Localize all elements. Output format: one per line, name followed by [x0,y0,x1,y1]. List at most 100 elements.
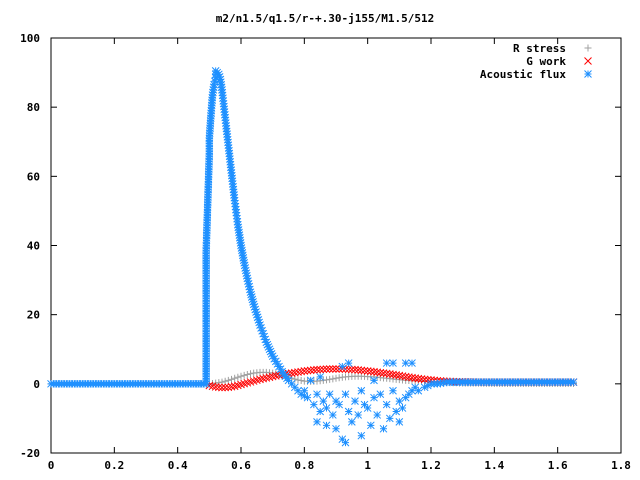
data-point [341,390,350,399]
data-point [376,368,385,377]
data-point [228,375,235,383]
data-point [279,370,288,378]
data-point [268,352,277,361]
data-point [472,378,480,386]
data-point [259,374,268,383]
data-point [234,373,242,381]
data-point [297,377,305,385]
data-point [294,368,302,376]
data-point [344,365,353,374]
data-point [228,180,237,188]
data-point [211,70,220,79]
data-point [341,438,350,447]
data-point [306,376,315,385]
data-point [395,418,404,426]
data-point [360,366,369,375]
data-point [224,138,232,147]
x-tick-label: 0.4 [168,459,188,472]
data-point [300,367,309,375]
data-point [205,152,214,161]
data-point [243,370,251,378]
data-point [408,359,416,367]
data-point [398,404,407,412]
data-point [379,369,388,377]
data-point [351,365,359,374]
data-point [218,383,226,392]
data-point [325,365,334,373]
data-point [309,366,318,374]
x-tick-label: 0.8 [294,459,314,472]
data-point [456,378,464,386]
y-tick-label: 0 [33,378,40,391]
data-point [214,383,223,392]
data-point [276,365,285,373]
data-point [398,372,407,380]
data-point [252,308,260,316]
data-point [290,368,299,377]
data-point [382,359,391,367]
data-point [243,274,252,283]
y-tick-label: 20 [27,309,40,322]
y-tick-label: -20 [20,447,40,460]
data-point [370,393,378,402]
data-point [265,373,274,382]
data-point [414,374,423,383]
data-point [171,379,179,388]
data-point [389,370,397,379]
data-point [241,264,250,272]
data-point [76,379,84,388]
data-point [335,400,344,409]
data-point [60,379,69,388]
data-point [370,376,378,385]
data-point [219,97,228,105]
data-point [247,293,256,301]
data-point [249,300,258,309]
x-tick-label: 1.4 [484,459,504,472]
data-point [254,316,263,324]
data-point [567,378,575,386]
series-acoustic-flux [47,67,578,447]
data-point [322,404,331,412]
data-point [255,318,264,327]
data-point [208,93,217,102]
data-point [535,378,544,386]
data-point [225,152,234,161]
data-point [389,386,397,395]
data-point [262,338,271,347]
data-point [227,166,236,174]
data-point [260,332,269,341]
data-point [252,376,261,385]
data-point [222,124,231,133]
data-point [206,114,215,123]
data-point [436,379,445,388]
data-point [382,369,391,378]
data-point [366,367,375,376]
data-point [232,205,240,214]
data-point [395,371,404,380]
data-point [139,379,148,388]
data-point [303,393,312,402]
data-point [242,269,251,278]
data-point [328,411,337,419]
data-point [373,411,382,419]
data-point [354,411,363,419]
data-point [404,373,413,381]
data-point [247,370,254,378]
data-point [319,365,328,374]
data-point [316,373,325,381]
data-point [249,298,257,306]
data-point [332,365,340,373]
data-point [231,374,239,382]
data-point [411,374,420,382]
data-point [155,379,164,388]
data-point [420,383,429,392]
data-point [487,378,496,386]
data-point [319,397,328,405]
data-point [519,378,528,386]
data-point [227,382,236,391]
legend-label: R stress [513,42,566,55]
data-point [245,282,254,291]
data-point [258,326,266,335]
data-point [344,407,353,416]
